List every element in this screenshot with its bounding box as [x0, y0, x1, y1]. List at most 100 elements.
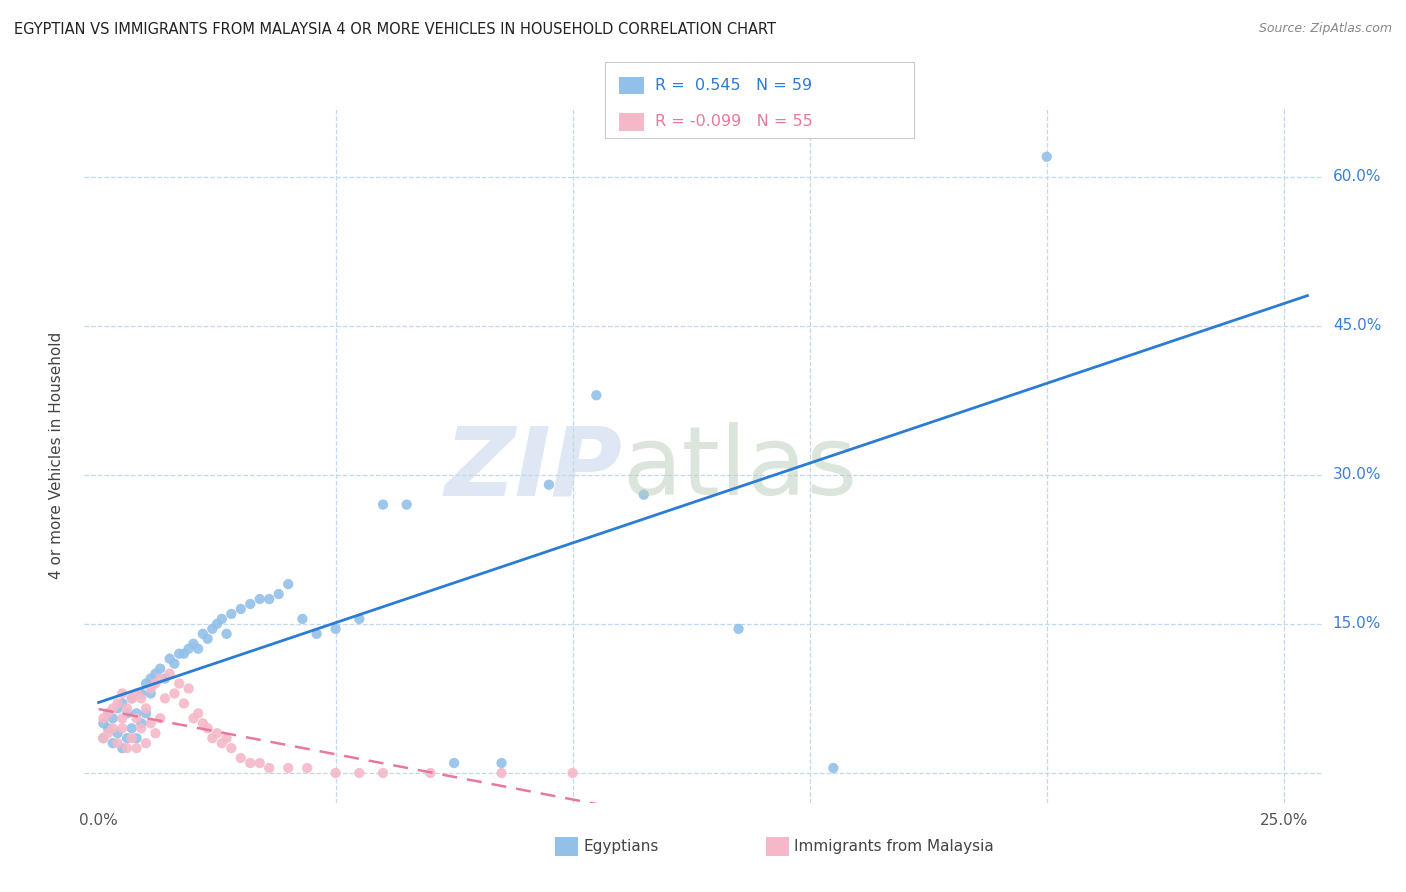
Point [201, 622, 224, 636]
Text: 60.0%: 60.0% [1333, 169, 1381, 184]
Point [163, 686, 186, 700]
Point [325, 622, 347, 636]
Point [159, 651, 181, 665]
Point [101, 721, 124, 735]
Point [205, 616, 228, 631]
Text: ZIP: ZIP [444, 422, 623, 516]
Point [125, 741, 148, 756]
Point [139, 672, 162, 686]
Point [111, 697, 134, 711]
Point [107, 726, 129, 740]
Point [191, 716, 214, 731]
Point [277, 577, 299, 591]
Point [295, 761, 318, 775]
Text: R =  0.545   N = 59: R = 0.545 N = 59 [655, 78, 813, 93]
Point [211, 736, 233, 750]
Point [1035, 150, 1057, 164]
Point [187, 641, 209, 656]
Point [177, 681, 200, 696]
Point [149, 662, 172, 676]
Point [215, 627, 238, 641]
Point [349, 766, 371, 780]
Point [91, 711, 114, 725]
Point [129, 716, 152, 731]
Y-axis label: 4 or more Vehicles in Household: 4 or more Vehicles in Household [49, 331, 63, 579]
Point [173, 647, 195, 661]
Point [153, 691, 176, 706]
Point [201, 731, 224, 746]
Point [257, 592, 280, 607]
Point [167, 676, 190, 690]
Text: EGYPTIAN VS IMMIGRANTS FROM MALAYSIA 4 OR MORE VEHICLES IN HOUSEHOLD CORRELATION: EGYPTIAN VS IMMIGRANTS FROM MALAYSIA 4 O… [14, 22, 776, 37]
Point [135, 701, 157, 715]
Point [129, 691, 152, 706]
Text: 30.0%: 30.0% [1333, 467, 1381, 483]
Point [561, 766, 583, 780]
Point [491, 766, 513, 780]
Point [239, 597, 262, 611]
Point [249, 592, 271, 607]
Point [239, 756, 262, 770]
Point [91, 716, 114, 731]
Point [101, 736, 124, 750]
Point [145, 676, 167, 690]
Point [215, 731, 238, 746]
Point [249, 756, 271, 770]
Point [349, 612, 371, 626]
Text: Source: ZipAtlas.com: Source: ZipAtlas.com [1258, 22, 1392, 36]
Point [153, 672, 176, 686]
Point [125, 686, 148, 700]
Point [183, 637, 205, 651]
Point [135, 706, 157, 721]
Point [197, 632, 219, 646]
Point [325, 766, 347, 780]
Point [121, 691, 143, 706]
Point [111, 741, 134, 756]
Point [91, 731, 114, 746]
Point [149, 672, 172, 686]
Point [101, 711, 124, 725]
Text: Immigrants from Malaysia: Immigrants from Malaysia [794, 839, 994, 854]
Point [443, 756, 465, 770]
Point [121, 691, 143, 706]
Point [121, 731, 143, 746]
Point [205, 726, 228, 740]
Point [139, 686, 162, 700]
Text: Egyptians: Egyptians [583, 839, 659, 854]
Point [125, 706, 148, 721]
Point [111, 686, 134, 700]
Point [115, 731, 138, 746]
Point [197, 721, 219, 735]
Point [305, 627, 328, 641]
Text: atlas: atlas [623, 422, 858, 516]
Point [727, 622, 749, 636]
Point [371, 498, 394, 512]
Point [97, 721, 120, 735]
Point [111, 711, 134, 725]
Point [135, 736, 157, 750]
Point [97, 706, 120, 721]
Point [491, 756, 513, 770]
Point [121, 721, 143, 735]
Point [101, 701, 124, 715]
Point [115, 706, 138, 721]
Point [115, 741, 138, 756]
Point [129, 686, 152, 700]
Point [229, 602, 252, 616]
Point [257, 761, 280, 775]
Point [419, 766, 441, 780]
Point [139, 681, 162, 696]
Point [229, 751, 252, 765]
Point [145, 726, 167, 740]
Point [139, 716, 162, 731]
Point [135, 676, 157, 690]
Point [187, 706, 209, 721]
Point [191, 627, 214, 641]
Point [145, 666, 167, 681]
Point [221, 741, 243, 756]
Text: R = -0.099   N = 55: R = -0.099 N = 55 [655, 114, 813, 129]
Point [371, 766, 394, 780]
Point [91, 731, 114, 746]
Point [173, 697, 195, 711]
Point [115, 701, 138, 715]
